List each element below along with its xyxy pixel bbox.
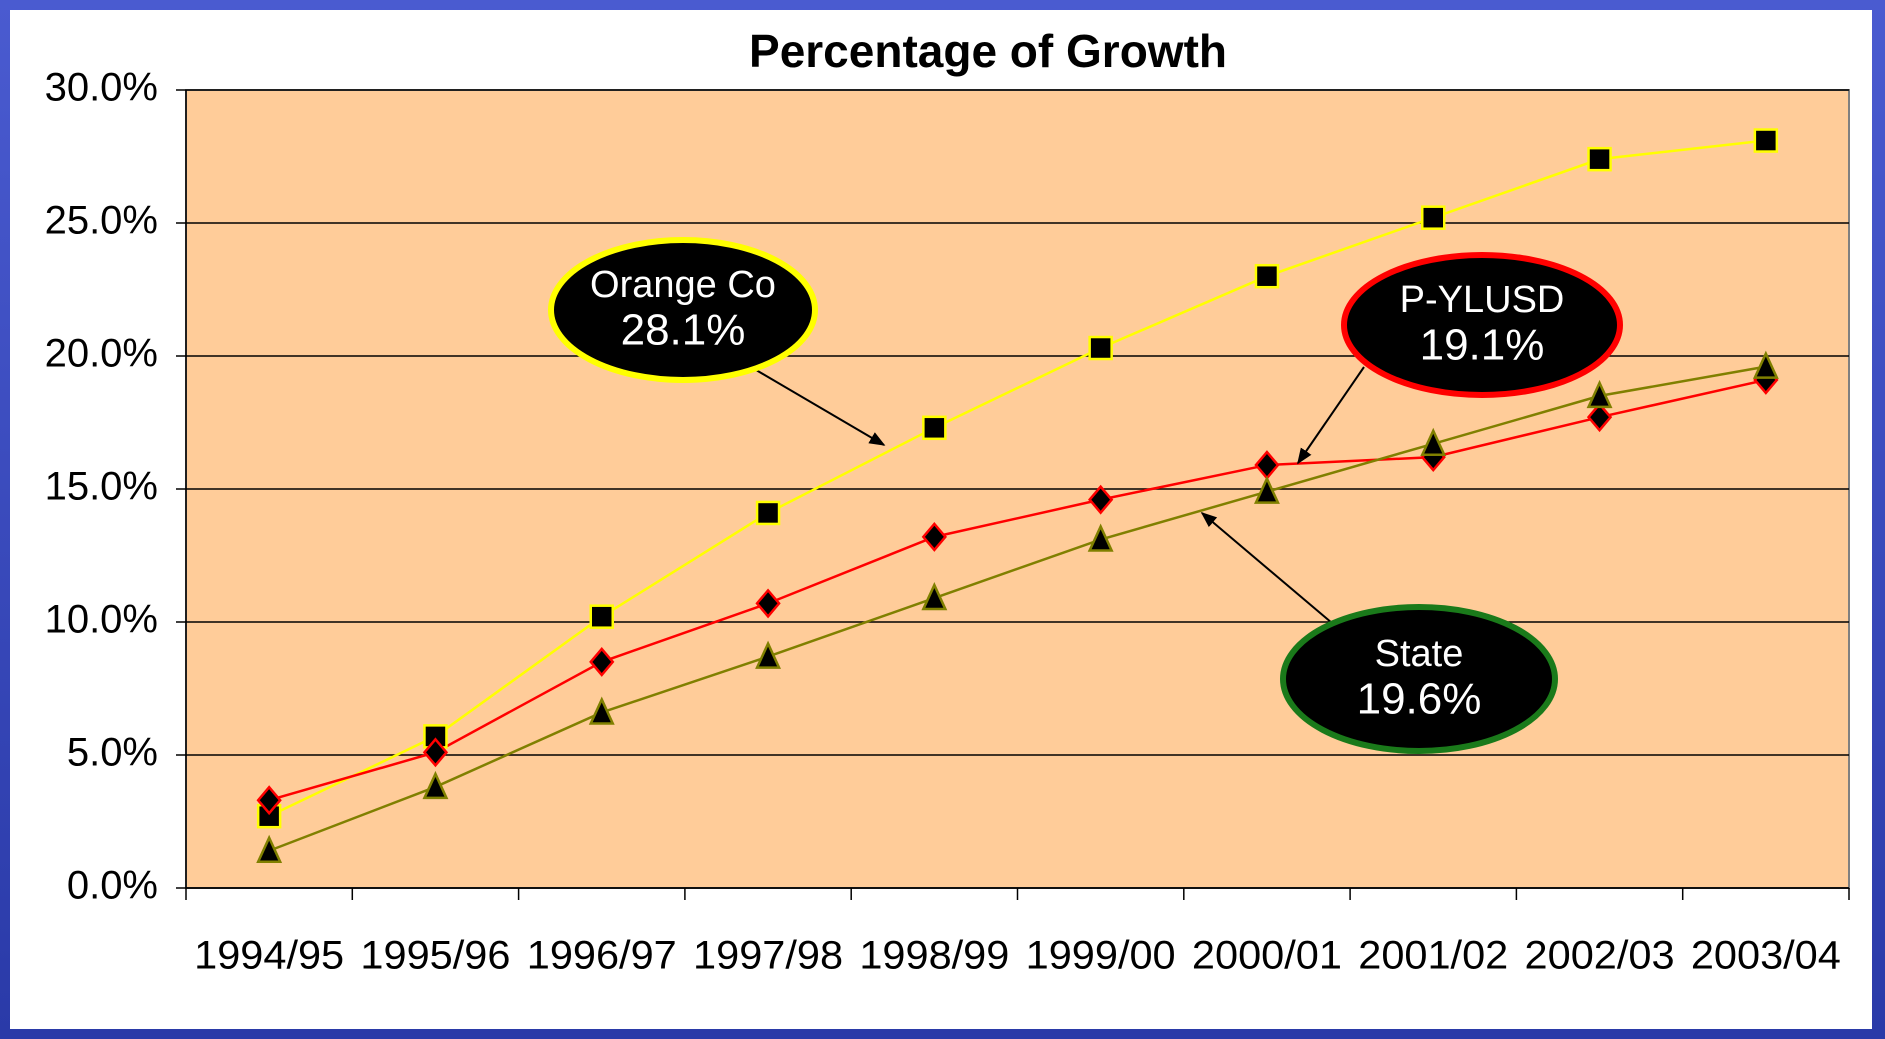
- callout-text: 28.1%: [621, 306, 746, 355]
- marker: [922, 415, 947, 441]
- marker: [921, 582, 948, 611]
- marker: [1254, 263, 1280, 289]
- callout: [548, 237, 818, 383]
- marker: [256, 785, 282, 816]
- series-line: [268, 365, 1767, 852]
- callout-text: 19.1%: [1420, 321, 1545, 370]
- marker: [1587, 146, 1612, 172]
- x-tick-label: 2000/01: [1192, 934, 1342, 978]
- callout-text: Orange Co: [590, 264, 776, 306]
- marker: [755, 640, 781, 669]
- marker: [1420, 427, 1447, 457]
- y-tick-label: 25.0%: [45, 199, 158, 243]
- marker: [1586, 402, 1613, 433]
- marker: [755, 500, 781, 526]
- callout-arrow: [750, 366, 886, 446]
- callout-text: P-YLUSD: [1400, 279, 1565, 321]
- chart-title: Percentage of Growth: [749, 25, 1227, 77]
- series-line: [268, 378, 1767, 802]
- callout-arrow: [1297, 366, 1365, 465]
- callout-text: 19.6%: [1357, 675, 1482, 724]
- marker: [1421, 205, 1446, 230]
- x-tick-label: 2001/02: [1358, 934, 1508, 978]
- y-tick-label: 20.0%: [45, 332, 158, 376]
- x-tick-label: 1996/97: [527, 934, 677, 978]
- y-tick-label: 15.0%: [45, 465, 158, 509]
- series-line: [268, 139, 1766, 818]
- x-tick-label: 2002/03: [1525, 934, 1675, 978]
- marker: [588, 696, 615, 725]
- marker: [589, 604, 614, 629]
- marker: [1088, 335, 1113, 361]
- x-tick-label: 1999/00: [1026, 934, 1176, 978]
- callout-text: State: [1375, 633, 1464, 675]
- y-tick-label: 0.0%: [67, 864, 158, 908]
- marker: [256, 834, 283, 864]
- y-tick-label: 10.0%: [45, 598, 158, 642]
- marker: [1752, 350, 1779, 379]
- callout: [1341, 252, 1623, 398]
- y-tick-label: 5.0%: [67, 731, 158, 775]
- marker: [1087, 523, 1114, 552]
- x-tick-label: 1994/95: [194, 934, 344, 978]
- x-tick-label: 1997/98: [693, 934, 843, 978]
- marker: [921, 521, 947, 552]
- marker: [589, 646, 615, 677]
- marker: [422, 737, 449, 768]
- marker: [1753, 128, 1779, 153]
- marker: [1088, 484, 1114, 515]
- callout-arrow: [1200, 511, 1333, 624]
- marker: [755, 588, 781, 619]
- callout: [1280, 604, 1558, 754]
- marker: [1254, 475, 1280, 504]
- marker: [1586, 379, 1613, 409]
- x-tick-label: 2003/04: [1691, 934, 1841, 978]
- x-tick-label: 1998/99: [859, 934, 1009, 978]
- x-tick-label: 1995/96: [360, 934, 510, 978]
- y-tick-label: 30.0%: [45, 66, 158, 110]
- marker: [422, 770, 449, 800]
